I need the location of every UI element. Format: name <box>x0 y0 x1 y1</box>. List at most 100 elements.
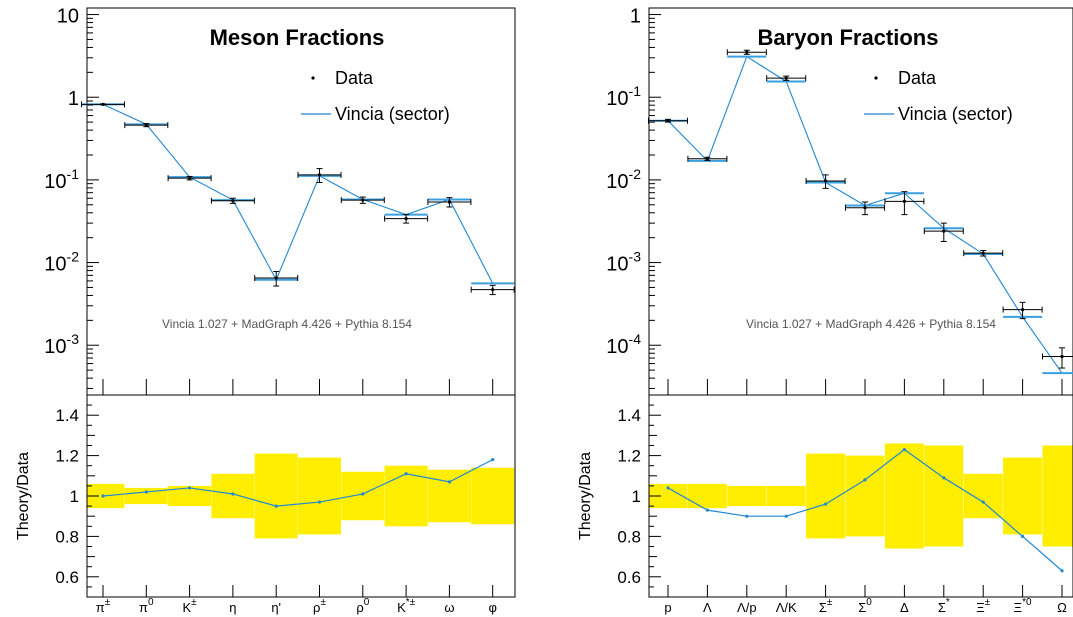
uncertainty-band <box>124 487 168 505</box>
data-point <box>231 199 235 203</box>
y-tick-label: 0.8 <box>55 527 79 546</box>
x-tick-label: η <box>229 600 236 615</box>
data-point <box>981 251 985 255</box>
legend-marker-data <box>311 76 315 80</box>
legend: Data Vincia (sector) <box>301 68 450 124</box>
x-tick-label: Ξ± <box>976 597 990 615</box>
data-point <box>1021 307 1025 312</box>
data-point <box>666 119 670 123</box>
x-tick-label: Ω <box>1057 600 1067 615</box>
x-tick-label: φ <box>488 600 496 615</box>
theory-series <box>81 103 515 285</box>
data-point <box>101 102 105 106</box>
generator-annotation: Vincia 1.027 + MadGraph 4.426 + Pythia 8… <box>162 317 412 331</box>
y-tick-label: 0.6 <box>55 568 79 587</box>
data-point <box>144 123 148 127</box>
data-point <box>863 206 867 210</box>
x-tick-label: K*± <box>397 597 416 615</box>
x-tick-label: π0 <box>139 597 154 615</box>
uncertainty-band <box>1042 445 1073 547</box>
uncertainty-band <box>471 467 515 525</box>
chart-panel-1: 10-3 10-2 10-1 1 10 Meson Fractions Data Vincia… <box>15 6 516 615</box>
ratio-point <box>317 500 322 504</box>
ratio-line <box>102 459 493 507</box>
uncertainty-band <box>168 485 212 507</box>
y-tick-label: 1.4 <box>617 406 641 425</box>
y-tick-label: 1.4 <box>55 406 79 425</box>
x-tick-label: Ξ*0 <box>1014 597 1032 615</box>
uncertainty-band <box>298 457 341 535</box>
y-tick-label: 10 <box>57 6 79 28</box>
uncertainty-band <box>384 465 428 527</box>
ratio-point <box>705 508 710 512</box>
y-tick-label: 1 <box>632 487 641 506</box>
ratio-point <box>863 478 867 482</box>
ratio-axis-label: Theory/Data <box>577 452 594 540</box>
ratio-point <box>101 494 105 498</box>
legend-label-theory: Vincia (sector) <box>335 104 450 124</box>
ratio-point <box>144 490 148 494</box>
ratio-point <box>666 486 670 490</box>
data-point <box>361 198 365 202</box>
data-point <box>705 157 710 161</box>
generator-annotation: Vincia 1.027 + MadGraph 4.426 + Pythia 8… <box>746 317 996 331</box>
ratio-panel <box>87 453 515 539</box>
y-tick-label: 10-1 <box>606 83 641 110</box>
uncertainty-band <box>254 453 298 539</box>
x-tick-label: ρ± <box>313 597 326 615</box>
ratio-point <box>1021 534 1025 539</box>
ratio-point <box>404 472 408 476</box>
y-tick-label: 1.2 <box>55 447 79 466</box>
ratio-point <box>361 492 365 496</box>
y-tick-label: 10-2 <box>606 166 641 193</box>
ratio-point <box>1060 569 1064 573</box>
x-tick-label: Σ± <box>819 597 833 615</box>
chart-panel-2: 10-4 10-3 10-2 10-1 1 Baryon Fractions Data Vin… <box>577 6 1073 615</box>
y-tick-label: 1 <box>70 487 79 506</box>
ratio-point <box>447 480 451 484</box>
x-tick-label: Λ/p <box>737 600 757 615</box>
theory-line <box>102 103 494 284</box>
x-tick-label: η' <box>271 600 281 615</box>
data-series <box>648 49 1073 369</box>
y-tick-label: 0.8 <box>617 527 641 546</box>
ratio-point <box>981 500 985 504</box>
x-tick-label: ρ0 <box>356 597 369 615</box>
uncertainty-band <box>924 445 964 547</box>
x-tick-label: p <box>664 600 671 615</box>
uncertainty-band <box>687 483 727 509</box>
y-axis-top: 10-3 10-2 10-1 1 10 <box>44 6 99 389</box>
uncertainty-band <box>211 473 255 519</box>
y-tick-label: 1 <box>630 6 641 28</box>
x-tick-label: Δ <box>900 600 909 615</box>
data-point <box>188 176 192 180</box>
ratio-point <box>902 447 907 452</box>
ratio-point <box>491 458 495 462</box>
data-series <box>81 101 515 296</box>
legend-marker-data <box>874 76 878 80</box>
ratio-point <box>784 514 788 518</box>
data-point <box>1060 354 1064 359</box>
ratio-point <box>745 514 749 518</box>
y-tick-label: 10-3 <box>606 249 641 276</box>
top-plot-frame <box>648 7 1073 396</box>
y-tick-label: 10-1 <box>44 166 79 193</box>
chart-title: Baryon Fractions <box>758 25 939 50</box>
data-point <box>745 50 749 54</box>
y-tick-label: 10-3 <box>44 331 79 358</box>
uncertainty-band <box>845 455 885 537</box>
uncertainty-band <box>727 485 767 507</box>
ratio-axis-label: Theory/Data <box>15 452 32 540</box>
y-axis-ratio: 1.4 1.2 1 0.8 0.6 <box>617 394 661 598</box>
x-tick-label: Λ <box>703 600 712 615</box>
uncertainty-band <box>963 473 1003 519</box>
y-tick-label: 10-2 <box>44 249 79 276</box>
x-tick-label: Σ0 <box>858 597 872 615</box>
uncertainty-band <box>1003 457 1043 535</box>
legend-label-theory: Vincia (sector) <box>898 104 1013 124</box>
data-point <box>942 229 946 233</box>
y-tick-label: 1.2 <box>617 447 641 466</box>
data-point <box>902 199 907 203</box>
data-point <box>274 276 278 280</box>
